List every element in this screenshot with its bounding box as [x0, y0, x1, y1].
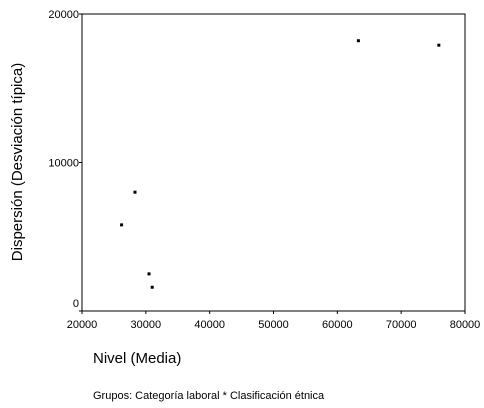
x-tick-label: 50000: [258, 319, 289, 331]
y-tick-label: 0: [73, 298, 79, 310]
x-axis-title: Nivel (Media): [93, 350, 181, 367]
y-axis-ticks: 0 10000 20000: [48, 9, 82, 312]
x-tick-label: 30000: [131, 319, 162, 331]
x-tick-label: 70000: [386, 319, 417, 331]
chart-footnote: Grupos: Categoría laboral * Clasificació…: [93, 390, 325, 402]
data-point: [133, 190, 137, 194]
x-tick-label: 20000: [67, 319, 98, 331]
plot-frame: [81, 13, 466, 312]
data-point: [120, 223, 124, 227]
data-point: [147, 272, 151, 276]
x-tick-label: 60000: [322, 319, 353, 331]
x-tick-label: 40000: [194, 319, 225, 331]
data-point: [437, 43, 441, 47]
data-point: [150, 285, 154, 289]
y-tick-label: 10000: [48, 158, 79, 170]
y-tick-label: 20000: [48, 9, 79, 21]
x-tick-label: 80000: [450, 319, 481, 331]
data-point: [356, 39, 360, 43]
x-axis-ticks: 20000 30000 40000 50000 60000 70000 80000: [67, 311, 481, 331]
y-axis-title: Dispersión (Desviación típica): [9, 63, 26, 261]
data-points: [120, 39, 441, 289]
